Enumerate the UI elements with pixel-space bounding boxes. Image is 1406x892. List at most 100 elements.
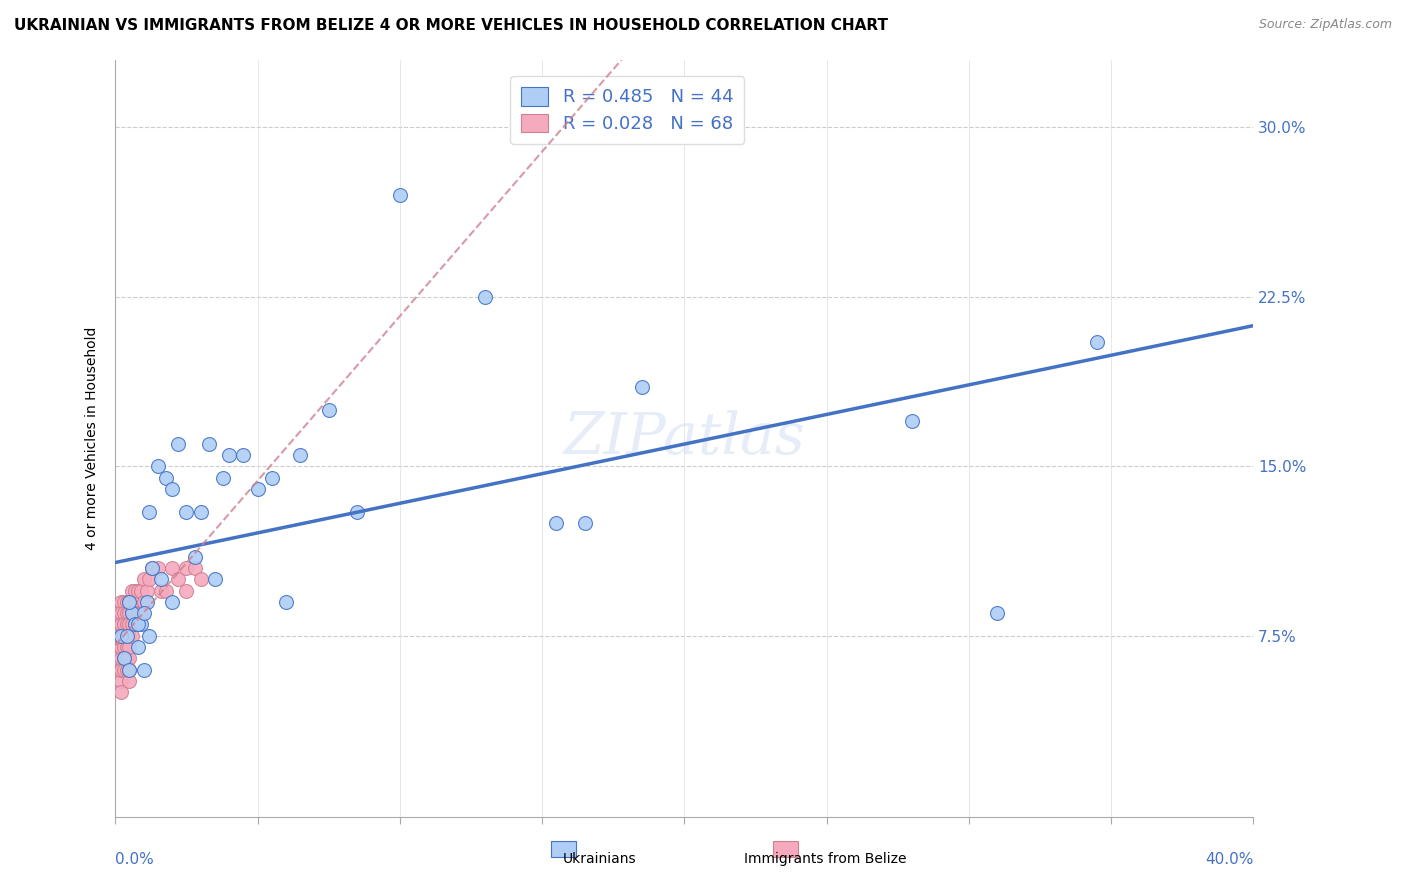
Point <box>218 448 240 462</box>
Point <box>138 572 160 586</box>
Point <box>121 617 143 632</box>
Text: 40.0%: 40.0% <box>1205 852 1253 867</box>
Point <box>112 629 135 643</box>
Point <box>132 606 155 620</box>
Point <box>127 606 149 620</box>
Point <box>110 617 132 632</box>
Text: UKRAINIAN VS IMMIGRANTS FROM BELIZE 4 OR MORE VEHICLES IN HOUSEHOLD CORRELATION : UKRAINIAN VS IMMIGRANTS FROM BELIZE 4 OR… <box>14 18 889 33</box>
Point <box>127 583 149 598</box>
Point <box>129 617 152 632</box>
Point <box>129 606 152 620</box>
Point <box>112 617 135 632</box>
Point <box>115 606 138 620</box>
Point <box>155 583 177 598</box>
Point <box>318 402 340 417</box>
Text: Source: ZipAtlas.com: Source: ZipAtlas.com <box>1258 18 1392 31</box>
Point <box>115 663 138 677</box>
Point <box>121 629 143 643</box>
Legend: R = 0.485   N = 44, R = 0.028   N = 68: R = 0.485 N = 44, R = 0.028 N = 68 <box>510 76 744 144</box>
Point <box>110 640 132 654</box>
Point <box>127 640 149 654</box>
Point <box>118 606 141 620</box>
Text: ZIPatlas: ZIPatlas <box>564 409 806 467</box>
Point <box>176 583 198 598</box>
Point <box>115 617 138 632</box>
Point <box>138 629 160 643</box>
Point <box>110 663 132 677</box>
Point <box>112 651 135 665</box>
Point <box>107 629 129 643</box>
Point <box>146 459 169 474</box>
Point <box>167 436 190 450</box>
Point <box>149 572 172 586</box>
Point <box>260 470 283 484</box>
Point <box>118 673 141 688</box>
Point <box>115 651 138 665</box>
Point <box>118 640 141 654</box>
Point <box>190 504 212 518</box>
Point <box>135 583 157 598</box>
Point <box>112 651 135 665</box>
Point <box>132 595 155 609</box>
Point <box>115 629 138 643</box>
Point <box>124 617 146 632</box>
Point <box>132 572 155 586</box>
Point <box>986 606 1008 620</box>
Point <box>901 414 924 428</box>
Point <box>155 470 177 484</box>
Point <box>118 595 141 609</box>
Point <box>118 617 141 632</box>
Point <box>110 595 132 609</box>
Point <box>124 595 146 609</box>
Point <box>127 617 149 632</box>
Point <box>110 663 132 677</box>
Point <box>160 561 183 575</box>
Point <box>160 482 183 496</box>
Point <box>118 595 141 609</box>
Point <box>212 470 235 484</box>
Point <box>118 651 141 665</box>
Point <box>190 572 212 586</box>
Y-axis label: 4 or more Vehicles in Household: 4 or more Vehicles in Household <box>86 326 100 549</box>
Point <box>346 504 368 518</box>
Point <box>115 595 138 609</box>
Point <box>290 448 312 462</box>
Point <box>124 583 146 598</box>
Point <box>274 595 297 609</box>
Point <box>112 640 135 654</box>
Point <box>118 663 141 677</box>
Point <box>112 663 135 677</box>
Point <box>107 651 129 665</box>
Point <box>135 595 157 609</box>
Text: 0.0%: 0.0% <box>115 852 155 867</box>
Point <box>112 651 135 665</box>
Point <box>176 504 198 518</box>
Point <box>121 606 143 620</box>
Point <box>110 629 132 643</box>
Point <box>110 640 132 654</box>
Point <box>112 595 135 609</box>
Point <box>124 606 146 620</box>
Point <box>176 561 198 575</box>
Text: Ukrainians: Ukrainians <box>564 852 637 866</box>
Point <box>112 617 135 632</box>
Point <box>141 561 163 575</box>
Point <box>474 290 496 304</box>
Point <box>160 595 183 609</box>
Point <box>112 629 135 643</box>
Point <box>118 663 141 677</box>
Point <box>184 561 207 575</box>
Point <box>232 448 254 462</box>
Point <box>388 188 411 202</box>
Point <box>110 685 132 699</box>
Point <box>630 380 652 394</box>
Point <box>115 640 138 654</box>
Point <box>115 629 138 643</box>
Point <box>184 549 207 564</box>
Point <box>110 651 132 665</box>
Point <box>124 617 146 632</box>
Point <box>110 617 132 632</box>
Point <box>112 606 135 620</box>
Point <box>107 606 129 620</box>
Point <box>574 516 596 530</box>
